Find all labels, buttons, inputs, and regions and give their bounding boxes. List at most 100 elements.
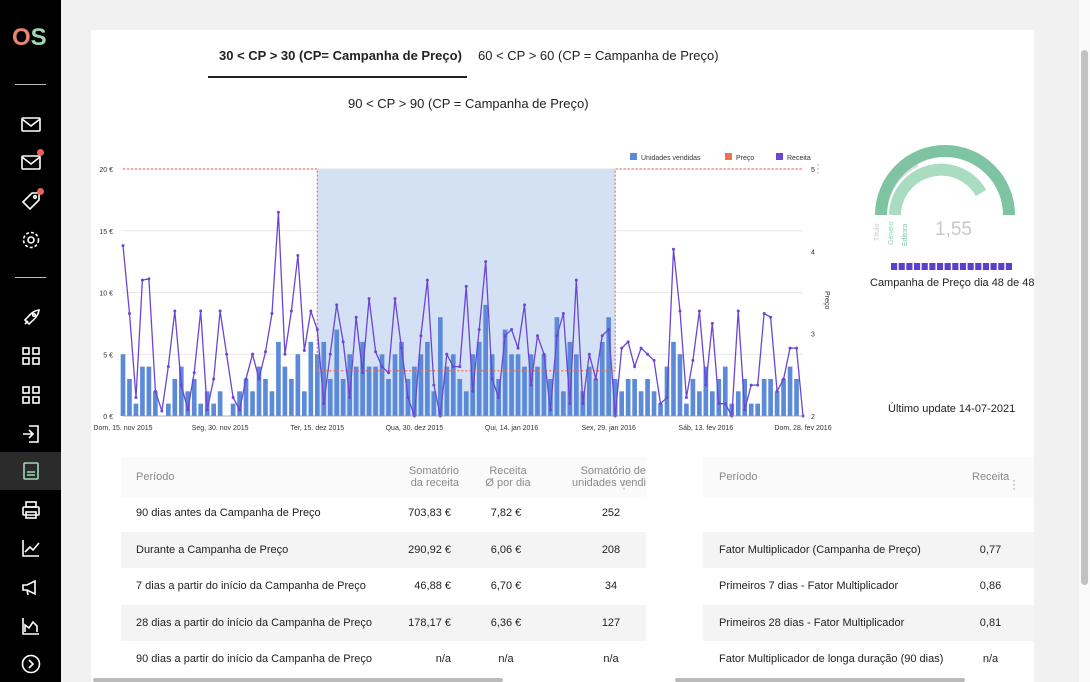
units-bar [379,354,385,416]
units-bar [412,366,417,416]
table1-header-period[interactable]: Período [136,471,175,483]
table1-header-sum-revenue[interactable]: Somatório da receita [408,465,459,489]
legend-label: Receita [787,155,811,162]
units-bar [211,403,216,416]
grid-icon[interactable] [20,345,42,367]
revenue-point [218,309,222,313]
table2-menu-icon[interactable]: · · · [1012,473,1016,495]
gauge-arc-publisher [875,145,1015,216]
x-tick-label: Qui, 14. jan 2016 [485,425,538,432]
units-bar [392,354,398,416]
tab-30-days[interactable]: 30 < CP > 30 (CP= Campanha de Preço) [219,48,462,63]
mail-icon[interactable] [20,113,42,135]
table1-cell-period: 28 dias a partir do início da Campanha d… [136,616,373,629]
units-bar [625,378,631,416]
units-bar [127,378,132,416]
login-icon[interactable] [20,423,42,445]
area-chart-icon[interactable] [20,615,42,637]
revenue-point [464,284,468,288]
table2-row: Fator Multiplicador (Campanha de Preço) 0… [703,531,1034,568]
revenue-point [607,328,611,332]
units-bar [353,366,359,416]
legend-swatch [776,153,783,160]
units-bar [418,354,424,416]
revenue-point [315,328,319,332]
chart-menu-icon[interactable]: · · · [816,157,820,179]
revenue-point [276,210,280,214]
revenue-point [127,311,131,315]
units-bar [314,354,320,416]
revenue-point [380,365,384,369]
revenue-point [477,328,481,332]
table2-header-revenue[interactable]: Receita [972,471,1010,483]
table2-scrollbar[interactable] [675,678,965,682]
grid-icon-2[interactable] [20,384,42,406]
revenue-point [251,352,255,356]
progress-segment [990,263,997,270]
settings-icon[interactable] [20,229,42,251]
page-scrollbar-thumb[interactable] [1081,50,1088,585]
units-bar [599,341,605,416]
units-bar [774,391,780,416]
sidebar: OS [0,0,61,682]
table2-header-period[interactable]: Período [719,471,758,483]
revenue-point [516,346,520,350]
revenue-point [762,311,766,315]
revenue-point [309,309,313,313]
print-icon[interactable] [20,499,42,521]
units-bar [230,403,236,416]
units-bar [612,378,618,416]
rocket-icon[interactable] [20,307,42,329]
document-icon[interactable] [20,460,42,482]
gauge-value: 1,55 [935,219,972,240]
revenue-point [717,402,721,406]
revenue-point [535,334,539,338]
gauge-label-title: Título [874,223,881,241]
mail-notification-icon[interactable] [20,149,44,173]
table1-header-avg-revenue[interactable]: Receita Ø por dia [485,465,531,489]
table1-cell-period: 90 dias a partir do início da Campanha d… [136,653,373,665]
chart-axes: Dom, 15. nov 2015 Seg, 30. nov 2015 Ter, 1… [93,167,831,432]
line-chart-icon[interactable] [20,537,42,559]
units-bar [735,391,741,416]
units-bar [463,391,469,416]
app-logo[interactable]: OS [12,24,47,51]
revenue-point [328,352,332,356]
units-bar [761,378,767,416]
x-tick-label: Sáb, 13. fev 2016 [678,425,733,432]
table1-scrollbar[interactable] [93,678,503,682]
units-bar [645,378,650,416]
revenue-point [490,377,494,381]
tab-60-days[interactable]: 60 < CP > 60 (CP = Campanha de Preço) [478,48,719,63]
units-bar [269,391,275,416]
units-bar [561,391,566,416]
tag-icon[interactable] [20,188,44,212]
revenue-point [283,352,287,356]
table1-header-sum-units[interactable]: Somatório de unidades vendi [571,465,646,489]
units-bar [742,378,748,416]
table2-cell-value: n/a [982,653,999,665]
revenue-point [523,303,527,307]
progress-segment [906,263,913,270]
revenue-point [587,352,591,356]
revenue-point [341,340,345,344]
table1-row: 90 dias antes da Campanha de Preço 703,83… [121,495,646,531]
table1-menu-icon[interactable]: · · · [622,473,626,495]
arrow-circle-icon[interactable] [20,653,42,675]
units-bar [632,378,637,416]
revenue-point [704,383,708,387]
chart-legend[interactable]: Unidades vendidas Preço Receita [630,153,811,162]
revenue-point [335,303,339,307]
revenue-point [542,352,546,356]
gauge-label-publisher: Editora [902,224,909,246]
table2-header [703,457,1034,497]
units-bar [710,391,715,416]
tab-90-days[interactable]: 90 < CP > 90 (CP = Campanha de Preço) [348,96,589,111]
units-bar [515,354,521,416]
megaphone-icon[interactable] [20,576,42,598]
revenue-point [387,371,391,375]
sidebar-active-highlight [0,452,61,490]
units-bars [120,304,799,416]
revenue-point [795,346,799,350]
revenue-point [471,389,475,393]
